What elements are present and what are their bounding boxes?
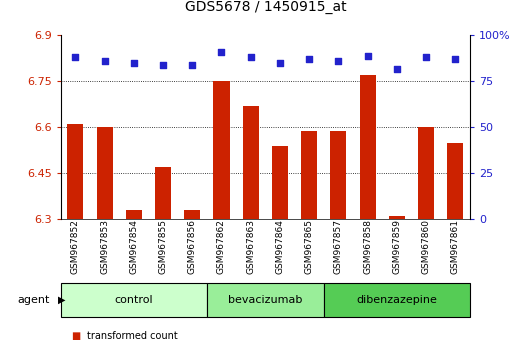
Point [129,60,138,66]
Bar [418,127,434,219]
Bar [97,127,112,219]
Text: ▶: ▶ [58,295,65,305]
Text: GSM967854: GSM967854 [129,219,138,274]
Point [305,57,314,62]
Text: bevacizumab: bevacizumab [228,295,303,305]
Bar [324,283,470,317]
Bar [213,81,230,219]
Bar [301,131,317,219]
Bar [126,210,142,219]
Point [247,55,255,60]
Bar [447,143,464,219]
Text: ■: ■ [71,331,81,341]
Text: GSM967865: GSM967865 [305,219,314,274]
Text: GSM967857: GSM967857 [334,219,343,274]
Bar [207,283,324,317]
Bar [155,167,171,219]
Text: GSM967853: GSM967853 [100,219,109,274]
Point [451,57,459,62]
Text: GDS5678 / 1450915_at: GDS5678 / 1450915_at [184,0,346,14]
Point [71,55,80,60]
Bar [184,210,200,219]
Text: dibenzazepine: dibenzazepine [356,295,437,305]
Point [159,62,167,68]
Bar [61,283,207,317]
Bar [389,216,405,219]
Text: control: control [115,295,153,305]
Bar [331,131,346,219]
Text: GSM967862: GSM967862 [217,219,226,274]
Text: agent: agent [18,295,50,305]
Point [276,60,284,66]
Text: transformed count: transformed count [87,331,178,341]
Text: GSM967864: GSM967864 [276,219,285,274]
Text: GSM967855: GSM967855 [158,219,167,274]
Bar [243,106,259,219]
Text: GSM967861: GSM967861 [451,219,460,274]
Point [363,53,372,58]
Point [334,58,343,64]
Text: GSM967858: GSM967858 [363,219,372,274]
Text: GSM967863: GSM967863 [246,219,255,274]
Point [100,58,109,64]
Point [422,55,430,60]
Point [217,49,225,55]
Bar [360,75,375,219]
Point [393,66,401,72]
Text: GSM967856: GSM967856 [188,219,197,274]
Bar [272,146,288,219]
Text: GSM967860: GSM967860 [421,219,430,274]
Text: GSM967859: GSM967859 [392,219,401,274]
Bar [67,124,83,219]
Point [188,62,196,68]
Text: GSM967852: GSM967852 [71,219,80,274]
